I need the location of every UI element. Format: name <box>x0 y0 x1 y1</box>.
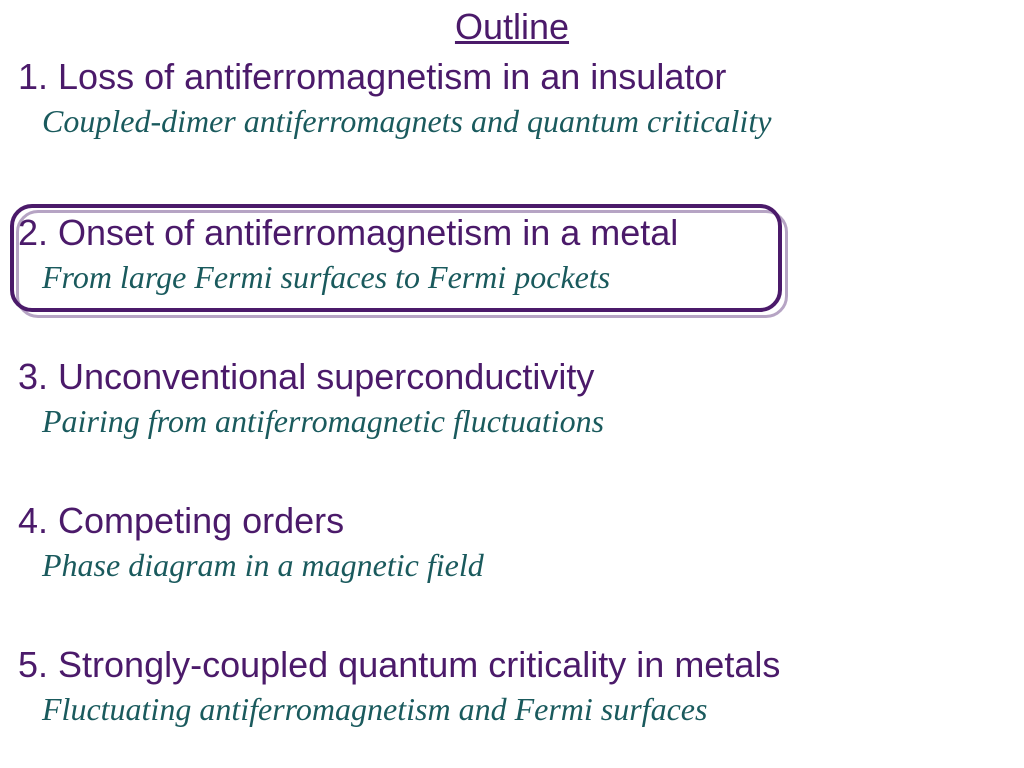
section-3-subtext: Pairing from antiferromagnetic fluctuati… <box>42 403 604 440</box>
section-1-subtext: Coupled-dimer antiferromagnets and quant… <box>42 103 771 140</box>
section-1: 1. Loss of antiferromagnetism in an insu… <box>18 56 771 140</box>
section-2: 2. Onset of antiferromagnetism in a meta… <box>18 212 678 296</box>
slide: Outline 1. Loss of antiferromagnetism in… <box>0 0 1024 768</box>
section-4: 4. Competing orders Phase diagram in a m… <box>18 500 484 584</box>
section-3-heading: 3. Unconventional superconductivity <box>18 356 604 397</box>
section-5-heading: 5. Strongly-coupled quantum criticality … <box>18 644 780 685</box>
section-4-subtext: Phase diagram in a magnetic field <box>42 547 484 584</box>
slide-title: Outline <box>0 6 1024 48</box>
section-4-heading: 4. Competing orders <box>18 500 484 541</box>
section-5: 5. Strongly-coupled quantum criticality … <box>18 644 780 728</box>
section-3: 3. Unconventional superconductivity Pair… <box>18 356 604 440</box>
section-2-heading: 2. Onset of antiferromagnetism in a meta… <box>18 212 678 253</box>
section-2-subtext: From large Fermi surfaces to Fermi pocke… <box>42 259 678 296</box>
section-1-heading: 1. Loss of antiferromagnetism in an insu… <box>18 56 771 97</box>
section-5-subtext: Fluctuating antiferromagnetism and Fermi… <box>42 691 780 728</box>
